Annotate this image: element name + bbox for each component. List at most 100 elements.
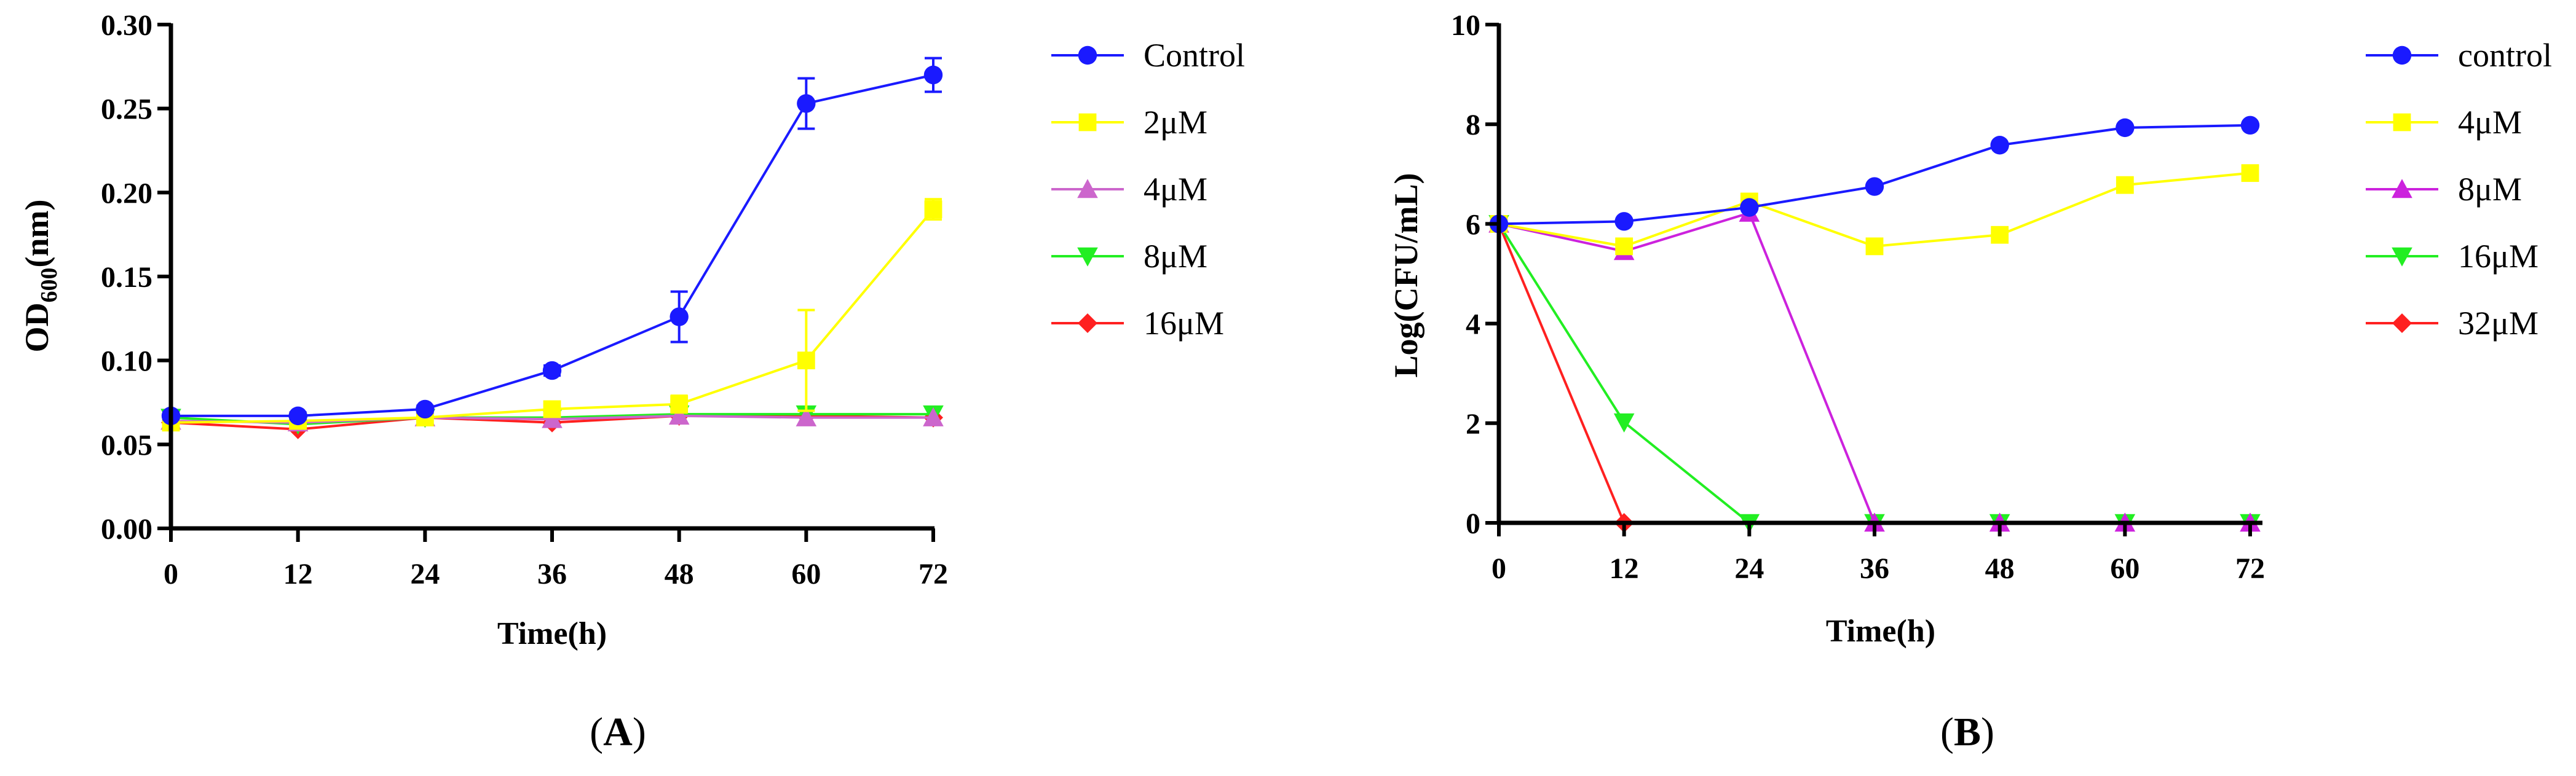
- panel-b-data-point: [1740, 198, 1759, 217]
- panel-a-legend-item: 4μM: [1051, 171, 1207, 208]
- panel-a-data-point: [796, 407, 817, 426]
- panel-a-series: [160, 57, 944, 439]
- panel-a-legend-marker: [1077, 179, 1098, 198]
- panel-b-y-tick-label: 2: [1466, 408, 1480, 441]
- panel-a-y-tick-label: 0.00: [101, 513, 152, 546]
- panel-a: 0.00 0.05 0.10 0.15 0.20 0.25 0.30 0 12 24 36 48 60 7…: [18, 9, 1245, 754]
- panel-b-y-tick-label: 6: [1466, 208, 1480, 241]
- panel-b-legend-label: 4μM: [2458, 104, 2522, 141]
- panel-b-legend-item: 16μM: [2366, 238, 2538, 275]
- panel-a-data-point: [288, 406, 307, 426]
- panel-b-y-tick-label: 0: [1466, 508, 1480, 540]
- panel-a-legend-item: 2μM: [1051, 104, 1207, 141]
- panel-b-series-line: [1498, 223, 1626, 523]
- panel-b-data-point: [1613, 413, 1635, 433]
- panel-a-y-tick-label: 0.15: [101, 261, 152, 294]
- panel-b-x-tick-label: 24: [1734, 552, 1764, 585]
- panel-a-legend-label: Control: [1144, 37, 1245, 74]
- panel-b-x-tick-label: 60: [2110, 552, 2139, 585]
- panel-b-x-tick-label: 36: [1860, 552, 1889, 585]
- panel-a-series-1: [161, 57, 943, 426]
- panel-a-legend: Control 2μM 4μM 8μM 16μM: [1051, 37, 1245, 342]
- panel-a-y-tick-label: 0.20: [101, 177, 152, 210]
- panel-a-legend-item: 8μM: [1051, 238, 1207, 275]
- panel-a-x-tick-label: 72: [919, 558, 948, 590]
- panel-b-data-point: [2116, 176, 2134, 194]
- panel-b-x-tick-label: 0: [1491, 552, 1506, 585]
- panel-a-y-label-main: OD: [18, 302, 55, 352]
- panel-a-legend-label: 16μM: [1144, 305, 1224, 342]
- panel-a-legend-marker: [1078, 45, 1097, 65]
- panel-b-series-line: [1498, 223, 2250, 524]
- panel-a-legend-item: 16μM: [1051, 305, 1224, 342]
- panel-b-legend-item: 32μM: [2366, 305, 2538, 342]
- panel-a-data-point: [923, 65, 943, 85]
- panel-a-legend-label: 8μM: [1144, 238, 1207, 275]
- panel-a-series-2: [162, 198, 942, 432]
- panel-a-y-label-sub: 600: [36, 267, 62, 302]
- panel-a-caption: (A): [590, 710, 646, 754]
- panel-a-legend-marker: [1077, 247, 1098, 267]
- panel-a-x-tick-label: 12: [283, 558, 313, 590]
- panel-b-caption: (B): [1940, 710, 1994, 754]
- panel-b-y-tick-label: 8: [1466, 109, 1480, 141]
- panel-a-y-label: OD600(nm): [18, 200, 62, 353]
- panel-a-data-point: [542, 361, 562, 380]
- panel-a-data-point: [670, 395, 689, 413]
- panel-a-data-point: [416, 399, 435, 419]
- panel-a-y-tick-label: 0.05: [101, 429, 152, 461]
- panel-b-series-line: [1498, 211, 2250, 524]
- panel-a-data-point: [797, 351, 815, 370]
- panel-b-legend-marker: [2393, 113, 2411, 131]
- panel-a-series-line: [170, 208, 934, 424]
- panel-b-legend-item: 4μM: [2366, 104, 2522, 141]
- panel-b-y-label: Log(CFU/mL): [1388, 173, 1424, 378]
- panel-b-series-1: [1489, 116, 2260, 233]
- panel-a-y-tick-label: 0.10: [101, 345, 152, 378]
- panel-a-legend-label: 4μM: [1144, 171, 1207, 208]
- panel-a-legend-marker: [1078, 113, 1097, 131]
- panel-b-caption-open: (: [1940, 710, 1954, 754]
- panel-b-legend-label: 16μM: [2458, 238, 2538, 275]
- panel-b-data-point: [1614, 212, 1634, 231]
- panel-a-caption-open: (: [590, 710, 603, 754]
- panel-a-x-tick-label: 0: [164, 558, 178, 590]
- panel-b-data-point: [1991, 225, 2009, 244]
- panel-b-y-tick-label: 10: [1451, 9, 1480, 42]
- panel-a-x-tick-label: 48: [665, 558, 694, 590]
- panel-b-x-label: Time(h): [1826, 614, 1935, 649]
- panel-a-caption-letter: A: [603, 710, 633, 754]
- panel-b-data-point: [1865, 177, 1884, 196]
- panel-b-y-tick-label: 4: [1466, 308, 1480, 341]
- panel-b-x-tick-label: 12: [1610, 552, 1639, 585]
- panel-a-data-point: [670, 307, 689, 326]
- panel-b-legend-label: 32μM: [2458, 305, 2538, 342]
- panel-a-y-tick-label: 0.30: [101, 9, 152, 42]
- panel-b-legend-label: control: [2458, 37, 2552, 74]
- panel-b-legend-item: 8μM: [2366, 171, 2522, 208]
- panel-a-legend-label: 2μM: [1144, 104, 1207, 141]
- panel-b-legend-item: control: [2366, 37, 2552, 74]
- panel-b-data-point: [2240, 116, 2260, 135]
- panel-b-x-tick-label: 72: [2235, 552, 2265, 585]
- panel-b-data-point: [1990, 136, 2009, 155]
- panel-a-x-tick-label: 60: [791, 558, 821, 590]
- panel-b-data-point: [2241, 164, 2259, 182]
- panel-a-x-tick-label: 36: [537, 558, 567, 590]
- panel-b-legend: control 4μM 8μM 16μM 32μM: [2366, 37, 2552, 342]
- panel-b-data-point: [1865, 237, 1884, 256]
- panel-a-data-point: [797, 94, 816, 113]
- panel-a-data-point: [923, 407, 944, 426]
- panel-a-legend-item: Control: [1051, 37, 1245, 74]
- panel-b-legend-marker: [2392, 247, 2412, 267]
- panel-a-legend-marker: [1078, 313, 1097, 333]
- panel-a-x-label: Time(h): [497, 616, 607, 651]
- panel-a-y-tick-label: 0.25: [101, 93, 152, 126]
- panel-b-x-tick-label: 48: [1985, 552, 2015, 585]
- panel-b-data-point: [1615, 237, 1634, 256]
- panel-b-legend-marker: [2392, 313, 2412, 333]
